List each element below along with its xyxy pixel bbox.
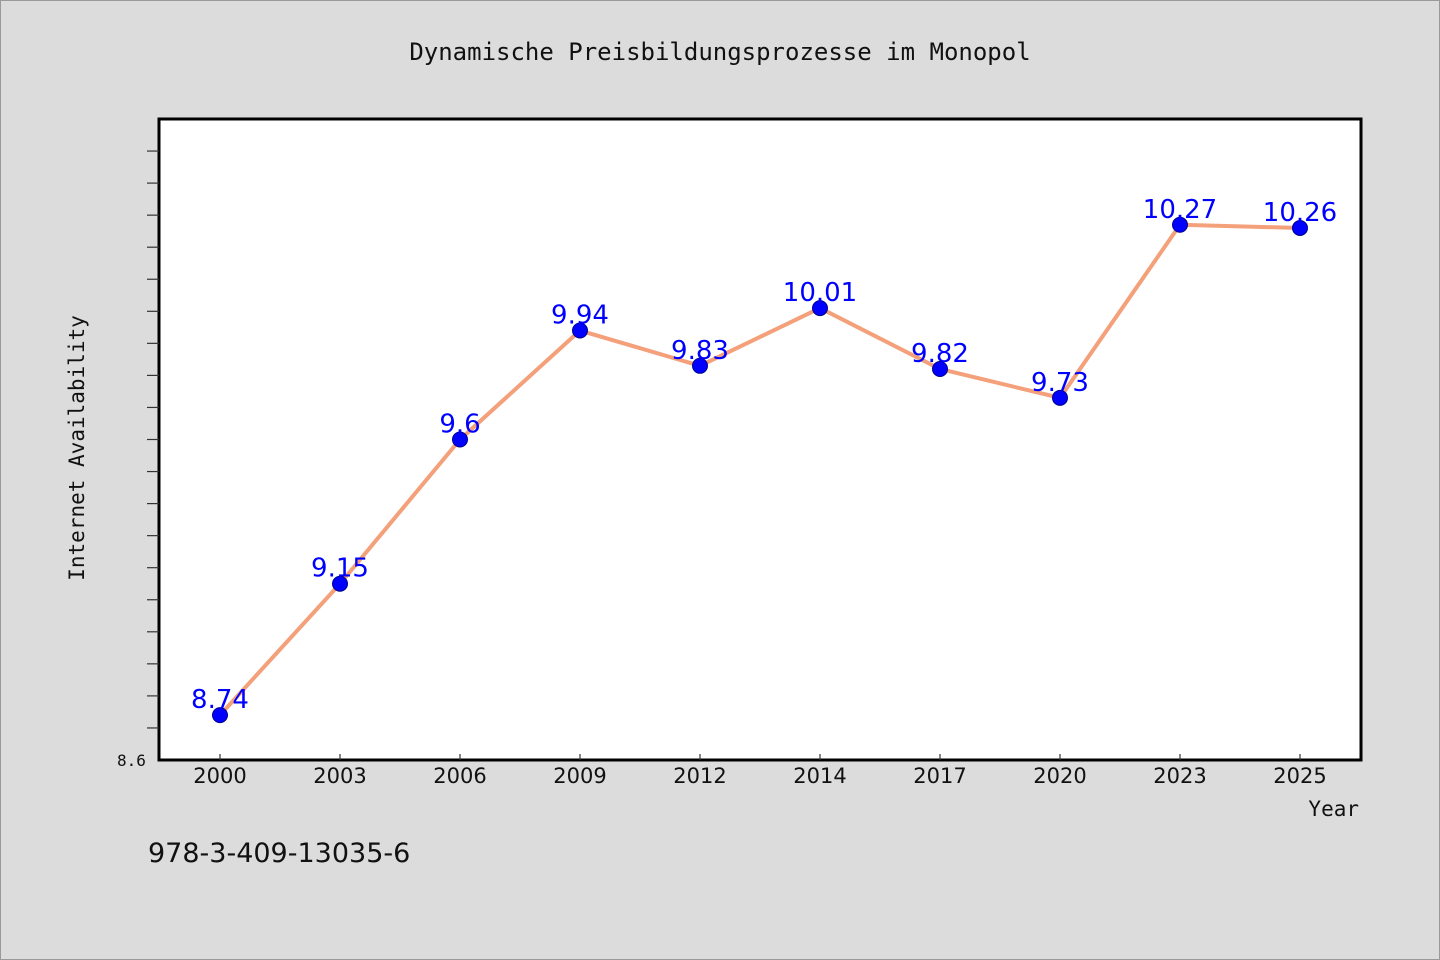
data-label: 9.94 <box>551 301 609 331</box>
data-point <box>1292 219 1308 236</box>
data-label: 9.73 <box>1031 368 1089 398</box>
x-tick-label: 2025 <box>1273 764 1326 788</box>
data-label: 8.74 <box>191 685 249 715</box>
x-axis-tick-labels: 2000 2003 2006 2009 2012 2014 2017 2020 2023 2025 <box>193 764 1326 788</box>
data-point <box>452 431 468 448</box>
data-point <box>212 707 228 724</box>
data-point <box>572 322 588 339</box>
data-label: 9.82 <box>911 339 969 369</box>
x-tick-label: 2009 <box>553 764 606 788</box>
x-tick-label: 2020 <box>1033 764 1086 788</box>
x-tick-label: 2014 <box>793 764 846 788</box>
data-point <box>812 300 828 317</box>
series-line <box>218 222 1301 717</box>
x-tick-label: 2012 <box>673 764 726 788</box>
x-axis-label: Year <box>1308 797 1359 821</box>
data-label: 10.27 <box>1143 195 1217 225</box>
plot-area <box>157 117 1363 762</box>
x-axis-ticks <box>219 754 1301 760</box>
x-tick-label: 2000 <box>193 764 246 788</box>
data-label: 9.15 <box>311 554 369 584</box>
data-point <box>1052 389 1068 406</box>
data-label: 10.26 <box>1263 198 1337 228</box>
x-tick-label: 2006 <box>433 764 486 788</box>
x-tick-label: 2023 <box>1153 764 1206 788</box>
x-tick-label: 2003 <box>313 764 366 788</box>
series-markers <box>212 216 1308 724</box>
data-label: 9.83 <box>671 336 729 366</box>
y-axis-label: Internet Availability <box>65 315 89 581</box>
y-axis-ticks <box>147 150 159 729</box>
data-point <box>1172 216 1188 233</box>
chart-title: Dynamische Preisbildungsprozesse im Mono… <box>409 38 1030 66</box>
data-point <box>692 357 708 374</box>
isbn-text: 978-3-409-13035-6 <box>148 838 410 869</box>
data-label: 9.6 <box>439 410 480 440</box>
x-tick-label: 2017 <box>913 764 966 788</box>
y-tick-label-min: 8.6 <box>117 751 146 770</box>
data-point <box>932 360 948 377</box>
data-point <box>332 575 348 592</box>
series-data-labels: 8.74 9.15 9.6 9.94 9.83 10.01 9.82 9.73 10.27 10.… <box>191 195 1337 715</box>
data-label: 10.01 <box>783 278 857 308</box>
